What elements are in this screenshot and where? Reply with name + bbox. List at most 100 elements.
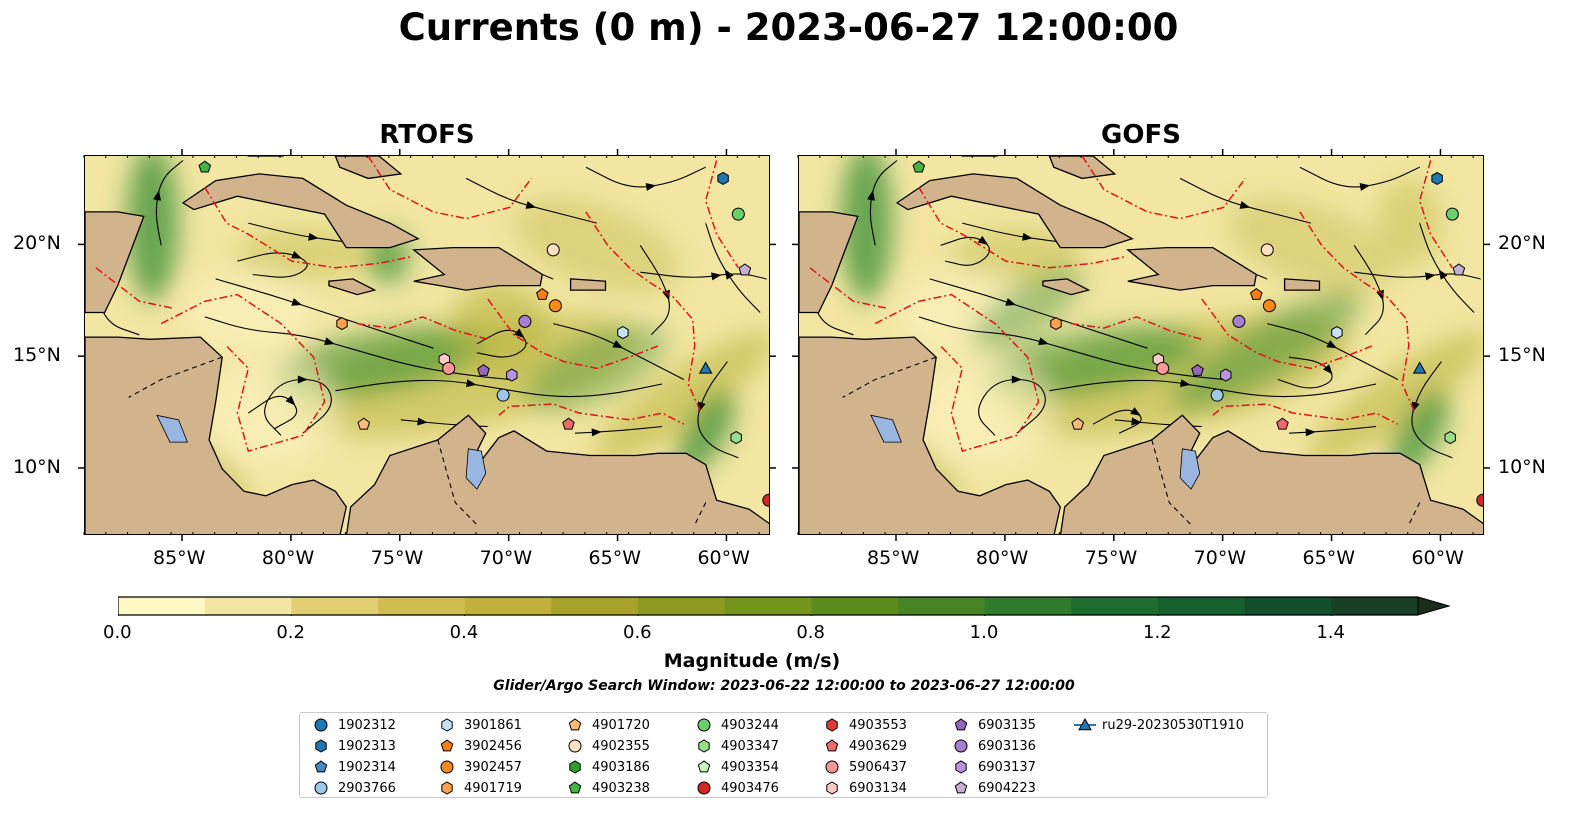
legend-marker-icon xyxy=(568,718,582,731)
float-marker-4903629 xyxy=(1276,417,1289,430)
country-border xyxy=(842,356,937,398)
legend-marker-icon xyxy=(698,739,710,753)
colorbar-tick-label: 1.0 xyxy=(969,622,999,643)
lon-tick-label: 70°W xyxy=(479,547,533,569)
float-marker-6903135 xyxy=(477,363,490,376)
streamline-arrow xyxy=(1005,298,1017,306)
legend-label: 4901720 xyxy=(592,717,650,733)
streamline xyxy=(1114,419,1203,428)
lon-tick-label: 85°W xyxy=(867,547,920,569)
figure-title: Currents (0 m) - 2023-06-27 12:00:00 xyxy=(398,6,1179,49)
colorbar-segment xyxy=(638,597,726,615)
float-marker-ru29-20230530T1910 xyxy=(698,361,713,374)
legend-marker xyxy=(954,739,968,753)
eez-line xyxy=(874,293,1040,453)
legend-item: 3902457 xyxy=(436,757,522,777)
eez-line xyxy=(1212,403,1399,425)
lon-tick-label: 65°W xyxy=(588,547,642,569)
eez-line xyxy=(498,403,685,425)
legend-marker xyxy=(825,739,839,752)
legend-item: 4903347 xyxy=(693,736,779,756)
legend-label: 6904223 xyxy=(978,780,1036,796)
streamline-arrow xyxy=(977,235,989,246)
speed-patch xyxy=(1171,290,1363,411)
map-canvas-gofs xyxy=(799,156,1483,534)
legend-marker xyxy=(314,781,328,795)
legend-item: 4902355 xyxy=(564,736,650,756)
legend-label: 4903553 xyxy=(849,717,907,733)
land-jamaica xyxy=(328,278,377,296)
float-marker-4901719 xyxy=(336,317,348,331)
lon-tick-label: 65°W xyxy=(1302,547,1356,569)
legend-label: 4903354 xyxy=(721,759,779,775)
legend-marker xyxy=(697,781,711,795)
colorbar-tick-label: 0.4 xyxy=(449,622,479,643)
streamline xyxy=(1277,356,1333,389)
land-central-america xyxy=(799,336,1061,534)
land-central-america xyxy=(85,336,347,534)
colorbar-tick-label: 0.8 xyxy=(796,622,825,643)
eez-boundaries xyxy=(95,156,739,453)
legend-marker-icon xyxy=(697,760,711,773)
colorbar-tick-label: 0.2 xyxy=(276,622,305,643)
float-marker-3902457 xyxy=(1262,299,1276,313)
lat-tick-label: 20°N xyxy=(1498,232,1546,255)
legend-marker-icon xyxy=(954,781,968,794)
float-marker-2903766 xyxy=(496,388,510,402)
country-border xyxy=(437,439,478,526)
legend-label: 2903766 xyxy=(338,780,396,796)
legend: 1902312 1902313 1902314 2903766 3901861 39024… xyxy=(299,712,1268,798)
eez-line xyxy=(1071,316,1203,341)
eez-line xyxy=(357,316,489,341)
streamline-arrow xyxy=(525,201,537,209)
legend-marker xyxy=(314,718,328,732)
land-south-america xyxy=(1059,414,1483,534)
float-marker-3901861 xyxy=(1331,326,1343,340)
lon-tick-label: 75°W xyxy=(370,547,424,569)
colorbar-segment xyxy=(378,597,466,615)
legend-label: 4903238 xyxy=(592,780,650,796)
speed-patch xyxy=(200,359,340,467)
streamline xyxy=(476,329,527,358)
land-cuba xyxy=(181,173,420,249)
speed-patch xyxy=(914,359,1054,467)
speed-patch xyxy=(513,197,680,294)
colorbar-frame xyxy=(118,596,1418,616)
eez-boundaries xyxy=(809,156,1453,453)
legend-label: 4903629 xyxy=(849,738,907,754)
legend-marker xyxy=(441,781,453,795)
legend-item: 3902456 xyxy=(436,736,522,756)
streamline-arrow xyxy=(308,232,319,241)
lat-tick-label: 20°N xyxy=(13,232,61,255)
streamline-arrow xyxy=(514,328,525,338)
float-markers xyxy=(198,160,769,507)
eez-line xyxy=(367,156,533,220)
streamline-arrow xyxy=(466,379,477,388)
country-border xyxy=(1151,439,1192,526)
legend-item: 4901720 xyxy=(564,715,650,735)
colorbar-segment xyxy=(1331,597,1419,615)
legend-marker xyxy=(825,760,839,774)
legend-item: 1902314 xyxy=(310,757,396,777)
legend-marker-icon xyxy=(697,718,711,732)
legend-item: ru29-20230530T1910 xyxy=(1074,715,1244,735)
float-marker-3902456 xyxy=(1250,287,1263,300)
colorbar-segment xyxy=(551,597,639,615)
legend-marker-icon xyxy=(568,781,582,794)
float-marker-4903476 xyxy=(762,493,769,507)
legend-label: 3902456 xyxy=(464,738,522,754)
legend-marker xyxy=(826,781,838,795)
float-marker-6904223 xyxy=(1452,263,1466,276)
eez-line xyxy=(1201,298,1373,370)
legend-marker xyxy=(440,739,454,752)
land-jamaica xyxy=(1042,278,1091,296)
lake xyxy=(156,414,188,443)
legend-label: 4903244 xyxy=(721,717,779,733)
legend-marker xyxy=(697,718,711,732)
lon-tick-label: 85°W xyxy=(153,547,206,569)
streamline-arrow xyxy=(291,298,303,306)
lat-tick-label: 10°N xyxy=(13,455,61,478)
streamline xyxy=(215,278,434,349)
float-marker-4903347 xyxy=(730,431,742,445)
float-marker-5906437 xyxy=(442,361,456,375)
